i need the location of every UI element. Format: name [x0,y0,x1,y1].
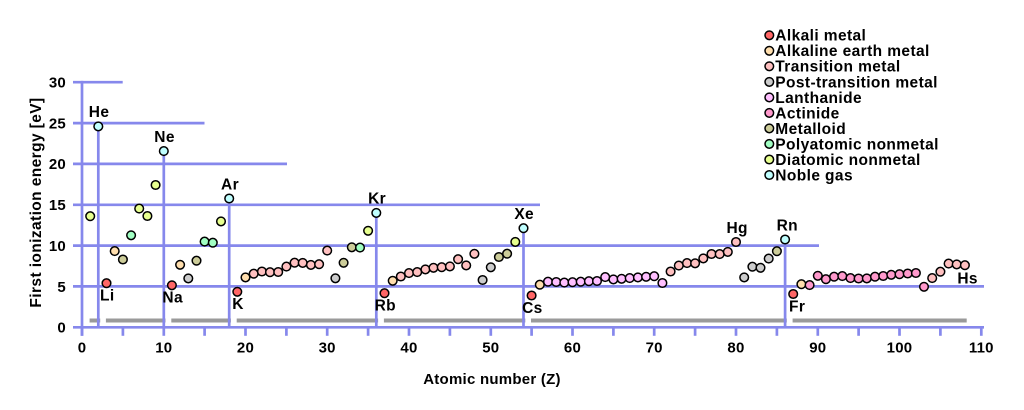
svg-text:Cs: Cs [522,300,543,317]
svg-text:70: 70 [646,339,663,356]
svg-text:Na: Na [162,290,183,307]
svg-text:110: 110 [969,339,994,356]
svg-text:Hg: Hg [726,220,747,237]
svg-text:30: 30 [319,339,336,356]
svg-text:Actinide: Actinide [775,105,839,122]
svg-text:Atomic number (Z): Atomic number (Z) [423,371,561,388]
svg-text:Ne: Ne [154,129,175,146]
svg-text:10: 10 [155,339,172,356]
svg-text:50: 50 [482,339,499,356]
svg-text:60: 60 [564,339,581,356]
svg-text:80: 80 [727,339,744,356]
svg-text:Rb: Rb [375,298,396,315]
svg-text:Hs: Hs [957,271,977,288]
svg-text:0: 0 [57,320,66,337]
svg-text:40: 40 [400,339,417,356]
svg-text:20: 20 [49,156,66,173]
svg-text:25: 25 [49,115,66,132]
svg-text:Li: Li [100,288,115,305]
svg-text:Metalloid: Metalloid [775,121,846,138]
svg-text:First ionization energy [eV]: First ionization energy [eV] [28,97,45,307]
svg-text:100: 100 [887,339,913,356]
svg-text:Fr: Fr [789,298,805,315]
svg-text:Alkali metal: Alkali metal [775,28,866,45]
svg-text:K: K [232,296,244,313]
svg-text:Noble gas: Noble gas [775,167,853,184]
svg-text:He: He [89,104,110,121]
svg-text:Ar: Ar [221,176,239,193]
svg-text:90: 90 [809,339,826,356]
svg-text:Polyatomic nonmetal: Polyatomic nonmetal [775,136,939,153]
svg-text:30: 30 [49,75,66,92]
svg-text:Transition metal: Transition metal [775,59,900,76]
svg-text:Diatomic nonmetal: Diatomic nonmetal [775,152,920,169]
svg-text:10: 10 [49,238,66,255]
svg-text:Rn: Rn [777,217,798,234]
svg-text:5: 5 [57,279,66,296]
svg-text:Xe: Xe [514,206,534,223]
svg-text:15: 15 [49,197,66,214]
svg-text:Kr: Kr [368,191,386,208]
svg-text:20: 20 [237,339,254,356]
svg-text:Post-transition metal: Post-transition metal [775,74,938,91]
svg-text:Alkaline earth metal: Alkaline earth metal [775,43,929,60]
svg-text:0: 0 [78,339,87,356]
svg-text:Lanthanide: Lanthanide [775,90,862,107]
